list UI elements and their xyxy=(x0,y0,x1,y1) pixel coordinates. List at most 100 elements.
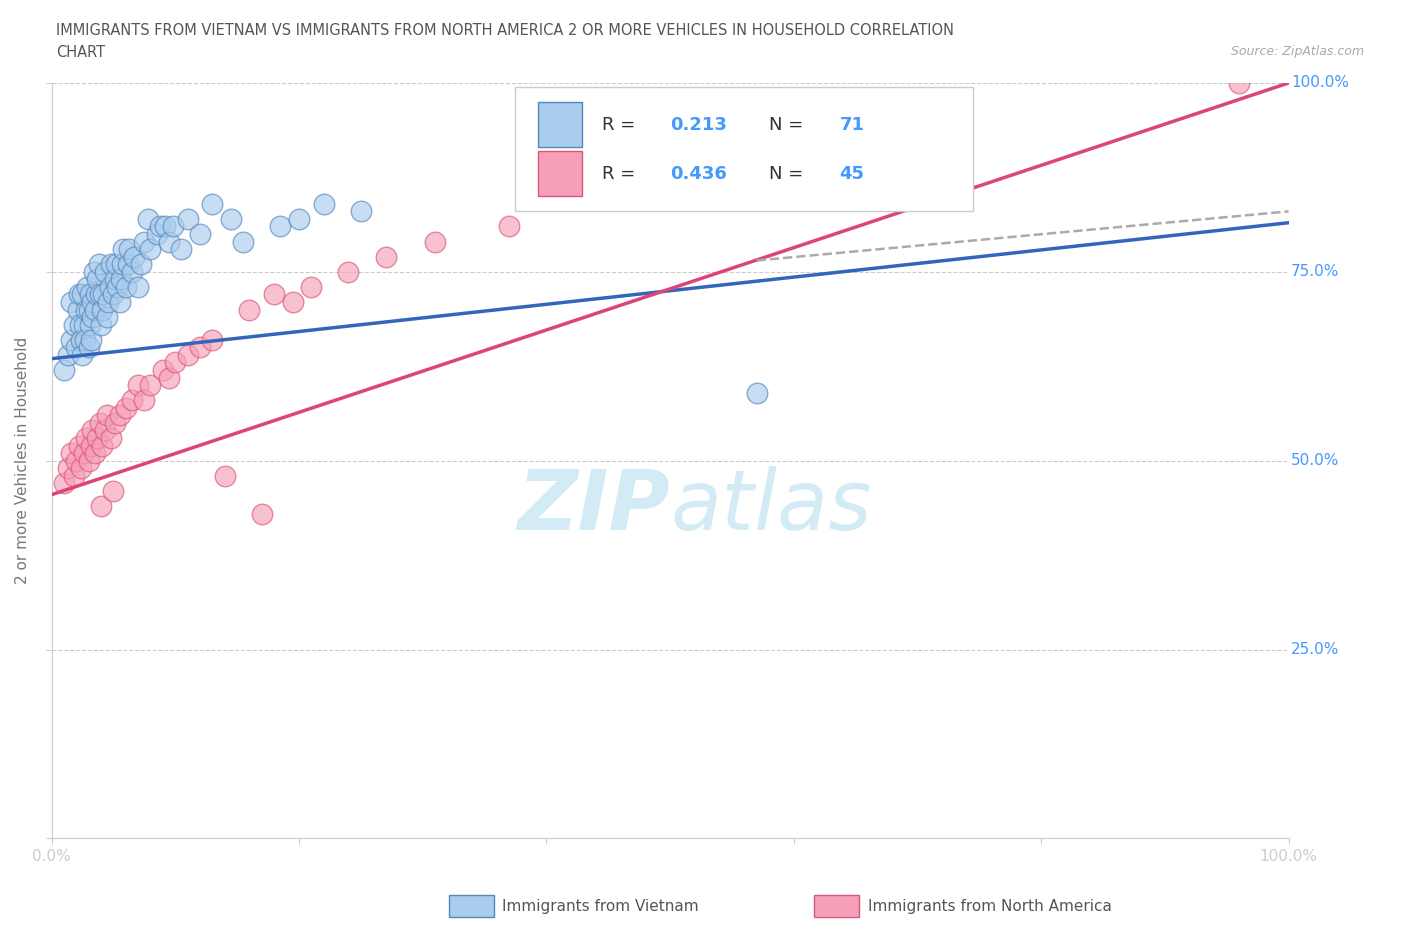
Point xyxy=(104,272,127,286)
Point xyxy=(97,295,120,310)
Point xyxy=(86,431,108,445)
Point xyxy=(91,438,114,453)
Point xyxy=(83,264,105,279)
Point xyxy=(89,416,111,431)
Text: R =: R = xyxy=(602,115,641,134)
Point xyxy=(157,370,180,385)
Point xyxy=(155,219,177,234)
Point xyxy=(214,469,236,484)
Point xyxy=(89,287,111,302)
Text: N =: N = xyxy=(769,165,808,182)
FancyBboxPatch shape xyxy=(516,86,973,211)
Point xyxy=(121,264,143,279)
Point xyxy=(93,287,115,302)
Text: 0.213: 0.213 xyxy=(671,115,727,134)
Point xyxy=(263,287,285,302)
Text: 45: 45 xyxy=(839,165,865,182)
Point xyxy=(139,242,162,257)
Point xyxy=(269,219,291,234)
Point xyxy=(60,445,83,460)
Point xyxy=(75,302,97,317)
Point xyxy=(103,287,125,302)
Point xyxy=(1227,75,1250,90)
Point xyxy=(84,287,107,302)
Text: 75.0%: 75.0% xyxy=(1291,264,1340,279)
Point xyxy=(157,234,180,249)
Point xyxy=(82,423,104,438)
Point xyxy=(201,332,224,347)
Point xyxy=(110,272,132,286)
Point xyxy=(86,272,108,286)
Point xyxy=(104,257,127,272)
Text: Immigrants from Vietnam: Immigrants from Vietnam xyxy=(502,899,699,914)
Point xyxy=(127,378,149,392)
Point xyxy=(136,211,159,226)
FancyBboxPatch shape xyxy=(537,102,582,147)
Point xyxy=(72,348,94,363)
Point xyxy=(111,257,134,272)
Point xyxy=(56,348,79,363)
Text: 50.0%: 50.0% xyxy=(1291,453,1340,468)
Point xyxy=(108,408,131,423)
Point xyxy=(83,302,105,317)
Text: R =: R = xyxy=(602,165,641,182)
Point xyxy=(52,476,75,491)
Point xyxy=(65,453,87,468)
Text: IMMIGRANTS FROM VIETNAM VS IMMIGRANTS FROM NORTH AMERICA 2 OR MORE VEHICLES IN H: IMMIGRANTS FROM VIETNAM VS IMMIGRANTS FR… xyxy=(56,23,955,38)
Point xyxy=(82,295,104,310)
Point xyxy=(118,242,141,257)
Point xyxy=(52,363,75,378)
Point xyxy=(69,317,91,332)
Point xyxy=(56,460,79,475)
Point xyxy=(79,317,101,332)
Text: Source: ZipAtlas.com: Source: ZipAtlas.com xyxy=(1230,45,1364,58)
Point xyxy=(374,249,396,264)
Text: 100.0%: 100.0% xyxy=(1291,75,1350,90)
Text: N =: N = xyxy=(769,115,808,134)
Point xyxy=(79,287,101,302)
Point xyxy=(96,310,118,325)
Point xyxy=(350,204,373,219)
Point xyxy=(93,264,115,279)
Point xyxy=(114,280,136,295)
Point xyxy=(121,392,143,407)
Point xyxy=(117,257,139,272)
Point xyxy=(80,438,103,453)
Point xyxy=(87,257,110,272)
Point xyxy=(127,280,149,295)
Point xyxy=(80,332,103,347)
Point xyxy=(70,460,93,475)
FancyBboxPatch shape xyxy=(537,152,582,196)
Point xyxy=(73,445,96,460)
Point xyxy=(498,219,520,234)
Point xyxy=(134,234,156,249)
Point xyxy=(238,302,260,317)
Y-axis label: 2 or more Vehicles in Household: 2 or more Vehicles in Household xyxy=(15,337,30,584)
Point xyxy=(103,484,125,498)
Point xyxy=(139,378,162,392)
Point xyxy=(105,280,128,295)
Point xyxy=(312,196,335,211)
Point xyxy=(67,438,90,453)
Point xyxy=(188,340,211,355)
Point xyxy=(134,392,156,407)
Point xyxy=(90,498,112,513)
Point xyxy=(250,506,273,521)
Text: 0.436: 0.436 xyxy=(671,165,727,182)
Point xyxy=(83,445,105,460)
Text: ZIP: ZIP xyxy=(517,466,671,547)
Point xyxy=(170,242,193,257)
Point xyxy=(73,317,96,332)
Point xyxy=(145,227,167,242)
Point xyxy=(299,280,322,295)
Point xyxy=(100,431,122,445)
Point xyxy=(129,257,152,272)
Point xyxy=(77,302,100,317)
Point xyxy=(149,219,172,234)
Point xyxy=(98,280,121,295)
Point xyxy=(77,453,100,468)
Point xyxy=(67,287,90,302)
Point xyxy=(62,317,84,332)
Point xyxy=(219,211,242,226)
Point xyxy=(337,264,360,279)
